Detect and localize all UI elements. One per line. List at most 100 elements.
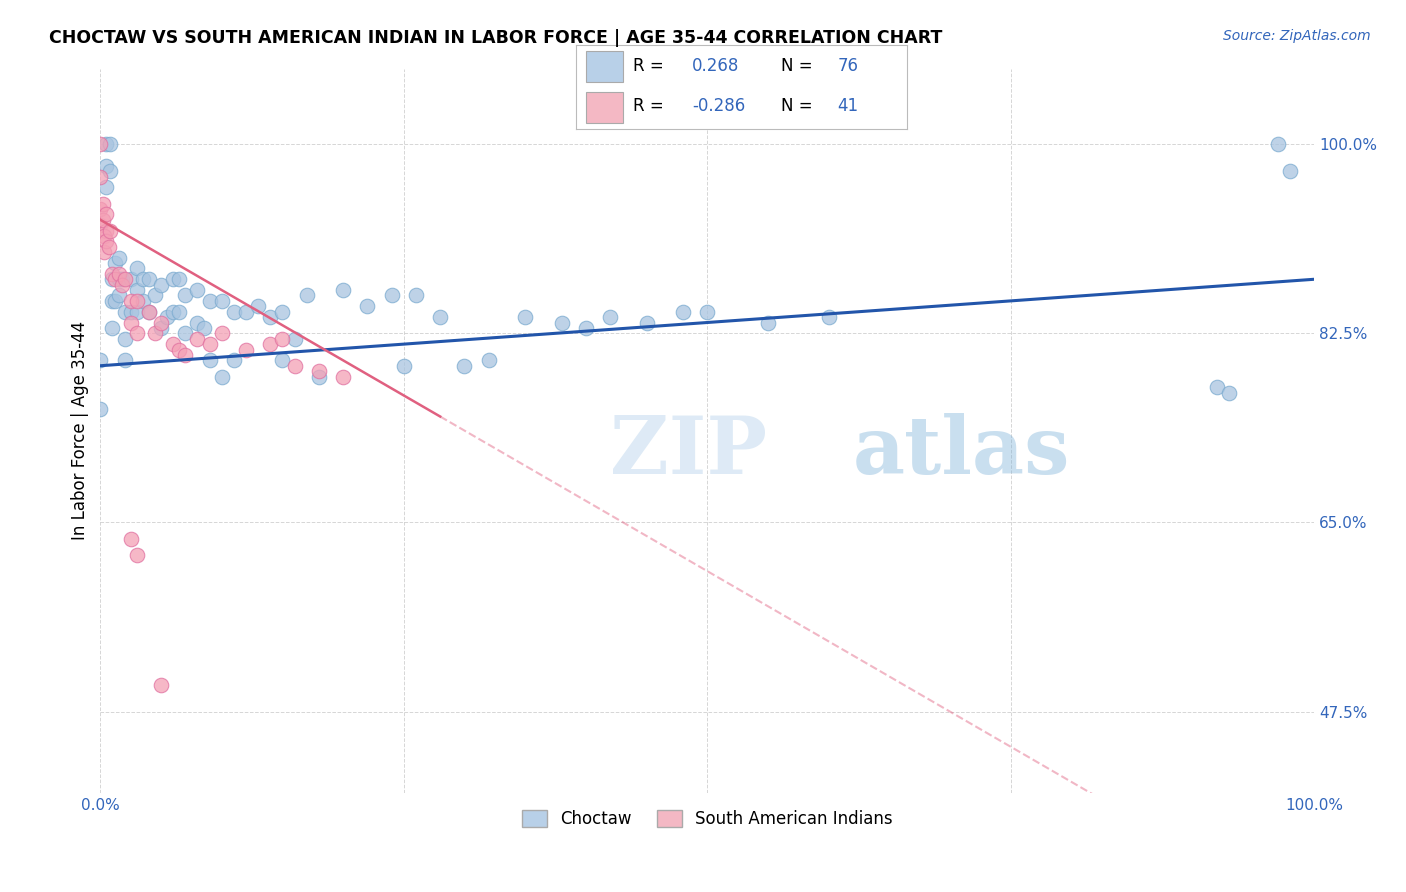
Point [125, 304, 148, 318]
Point [138, 272, 160, 286]
Point [575, 321, 598, 335]
Point [392, 359, 415, 373]
Point [114, 272, 136, 286]
Point [125, 326, 148, 341]
Text: 41: 41 [838, 97, 859, 115]
Point [120, 316, 142, 330]
Point [89, 137, 111, 152]
Point [138, 304, 160, 318]
Point [332, 369, 354, 384]
Point [672, 304, 695, 318]
Point [756, 316, 779, 330]
Point [222, 353, 245, 368]
Point [132, 272, 155, 286]
Point [599, 310, 621, 324]
Text: -0.286: -0.286 [692, 97, 745, 115]
Point [120, 304, 142, 318]
Point [174, 802, 197, 816]
FancyBboxPatch shape [586, 52, 623, 82]
Point [89, 202, 111, 216]
Point [96, 207, 118, 221]
Point [107, 251, 129, 265]
Point [143, 288, 166, 302]
Text: R =: R = [633, 57, 669, 75]
Point [271, 304, 294, 318]
Point [96, 235, 118, 249]
Point [104, 272, 127, 286]
Point [235, 343, 257, 357]
Point [96, 180, 118, 194]
Point [101, 267, 124, 281]
Text: 76: 76 [838, 57, 859, 75]
Point [101, 293, 124, 308]
Legend: Choctaw, South American Indians: Choctaw, South American Indians [515, 804, 900, 835]
Point [162, 272, 184, 286]
Point [114, 353, 136, 368]
Text: N =: N = [782, 97, 818, 115]
Point [193, 321, 215, 335]
Point [636, 316, 658, 330]
Point [453, 359, 475, 373]
Point [308, 364, 330, 378]
Point [98, 137, 121, 152]
Text: R =: R = [633, 97, 669, 115]
Point [356, 299, 378, 313]
Point [211, 293, 233, 308]
Point [174, 288, 197, 302]
Point [429, 310, 451, 324]
Point [156, 310, 179, 324]
Point [696, 304, 718, 318]
Point [125, 293, 148, 308]
Point [120, 293, 142, 308]
Point [198, 353, 221, 368]
Point [107, 267, 129, 281]
Point [308, 369, 330, 384]
Text: Source: ZipAtlas.com: Source: ZipAtlas.com [1223, 29, 1371, 43]
Text: 0.268: 0.268 [692, 57, 740, 75]
Point [138, 304, 160, 318]
Text: CHOCTAW VS SOUTH AMERICAN INDIAN IN LABOR FORCE | AGE 35-44 CORRELATION CHART: CHOCTAW VS SOUTH AMERICAN INDIAN IN LABO… [49, 29, 942, 46]
Point [107, 272, 129, 286]
Point [211, 369, 233, 384]
Point [186, 316, 208, 330]
Point [150, 316, 173, 330]
Point [198, 293, 221, 308]
Point [259, 337, 281, 351]
Point [91, 196, 114, 211]
Text: atlas: atlas [853, 413, 1070, 491]
Point [125, 548, 148, 562]
Point [150, 277, 173, 292]
Text: N =: N = [782, 57, 818, 75]
Point [174, 348, 197, 362]
Point [111, 277, 134, 292]
Point [211, 326, 233, 341]
Point [1278, 164, 1301, 178]
Point [150, 677, 173, 691]
Point [381, 288, 404, 302]
Point [271, 353, 294, 368]
Point [405, 288, 427, 302]
Point [93, 229, 115, 244]
Point [186, 283, 208, 297]
Point [167, 343, 190, 357]
Point [259, 310, 281, 324]
Point [198, 337, 221, 351]
Point [186, 332, 208, 346]
Point [174, 326, 197, 341]
Point [104, 256, 127, 270]
Point [235, 304, 257, 318]
Point [111, 272, 134, 286]
Point [101, 272, 124, 286]
Text: ZIP: ZIP [610, 413, 768, 491]
Point [96, 137, 118, 152]
Point [222, 304, 245, 318]
Point [114, 304, 136, 318]
Point [104, 293, 127, 308]
Point [89, 169, 111, 184]
Point [1218, 385, 1240, 400]
Point [101, 321, 124, 335]
Point [89, 353, 111, 368]
Point [167, 272, 190, 286]
Point [107, 288, 129, 302]
Point [817, 310, 839, 324]
